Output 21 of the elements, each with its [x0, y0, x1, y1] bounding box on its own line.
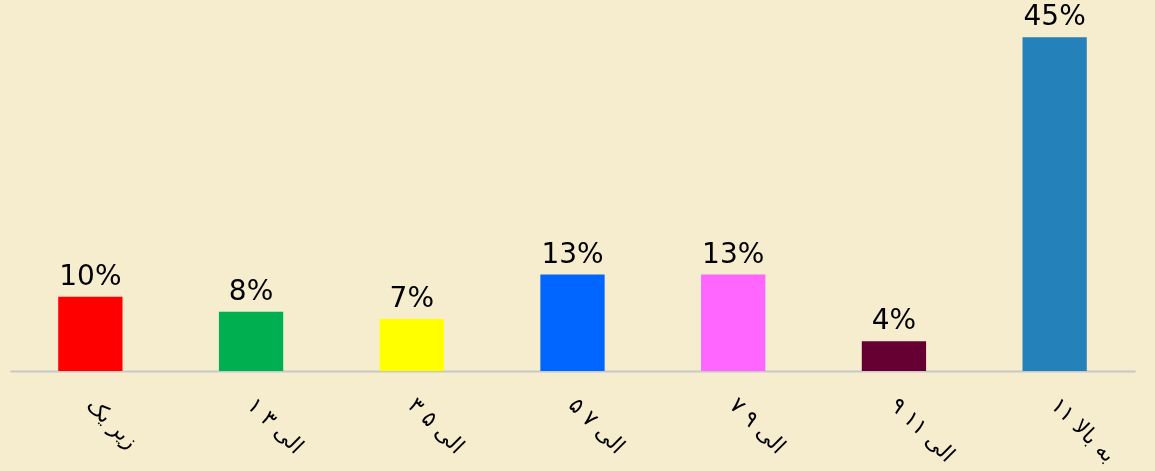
- data-label: 10%: [59, 258, 122, 292]
- bar: [58, 296, 123, 371]
- data-label: 4%: [871, 303, 917, 337]
- data-label: 8%: [228, 273, 274, 307]
- x-tick-label: ۱ الی ۳: [242, 392, 309, 459]
- x-tick-label: ۵ الی ۷: [564, 392, 631, 459]
- bar: [1022, 37, 1087, 371]
- bar: [218, 311, 284, 371]
- x-tick-label: زیر یک: [81, 392, 144, 454]
- data-label: 7%: [389, 281, 434, 315]
- data-label: 13%: [541, 236, 604, 270]
- data-label: 45%: [1023, 0, 1086, 33]
- bar: [701, 274, 766, 371]
- bar: [540, 274, 605, 371]
- x-tick-label: ۷ الی ۹: [724, 392, 792, 459]
- x-tick-label: ۹ الی ۱۱: [885, 392, 961, 467]
- x-tick-label: ۳ الی ۵: [403, 392, 470, 459]
- bar: [861, 341, 927, 371]
- x-tick-label: ۱۱ به بالا: [1046, 392, 1122, 468]
- bar: [379, 319, 444, 371]
- data-label: 13%: [702, 236, 765, 270]
